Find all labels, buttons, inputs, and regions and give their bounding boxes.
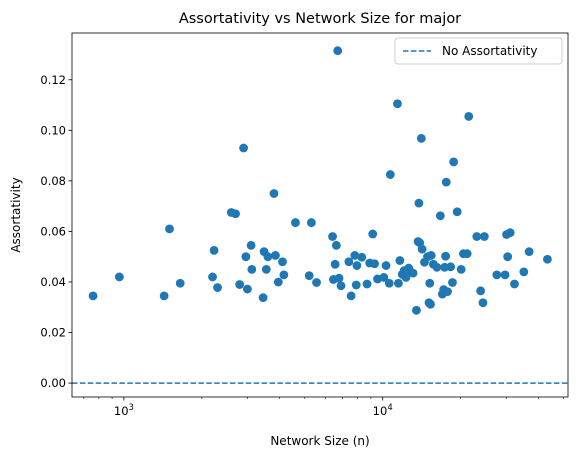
y-tick-label: 0.04 <box>40 275 66 289</box>
scatter-point <box>278 257 287 266</box>
scatter-point <box>427 251 436 260</box>
scatter-point <box>441 252 450 261</box>
scatter-point <box>448 278 457 287</box>
scatter-point <box>446 262 455 271</box>
scatter-point <box>463 249 472 258</box>
scatter-point <box>386 170 395 179</box>
y-tick-label: 0.02 <box>40 326 66 340</box>
scatter-point <box>335 274 344 283</box>
scatter-point <box>235 280 244 289</box>
plot-area <box>72 33 568 397</box>
scatter-point <box>510 280 519 289</box>
scatter-point <box>213 283 222 292</box>
scatter-point <box>417 134 426 143</box>
scatter-point <box>464 112 473 121</box>
scatter-point <box>479 298 488 307</box>
scatter-point <box>433 263 442 272</box>
scatter-point <box>412 306 421 315</box>
scatter-point <box>347 291 356 300</box>
scatter-point <box>368 230 377 239</box>
y-tick-label: 0.00 <box>40 376 66 390</box>
y-tick-label: 0.08 <box>40 174 66 188</box>
scatter-point <box>259 293 268 302</box>
y-tick-label: 0.10 <box>40 123 66 137</box>
scatter-point <box>274 278 283 287</box>
scatter-point <box>332 241 341 250</box>
scatter-point <box>307 218 316 227</box>
scatter-point <box>543 255 552 264</box>
scatter-point <box>243 285 252 294</box>
scatter-point <box>385 279 394 288</box>
scatter-point <box>165 225 174 234</box>
scatter-point <box>395 256 404 265</box>
scatter-point <box>418 245 427 254</box>
scatter-point <box>457 265 466 274</box>
scatter-point <box>208 273 217 282</box>
y-tick-label: 0.06 <box>40 224 66 238</box>
scatter-point <box>115 273 124 282</box>
scatter-point <box>449 158 458 167</box>
scatter-point <box>241 252 250 261</box>
scatter-point <box>312 278 321 287</box>
scatter-point <box>382 261 391 270</box>
scatter-point <box>472 232 481 241</box>
scatter-point <box>363 280 372 289</box>
scatter-point <box>210 246 219 255</box>
scatter-point <box>160 291 169 300</box>
scatter-point <box>262 265 271 274</box>
scatter-point <box>480 232 489 241</box>
scatter-point <box>476 286 485 295</box>
scatter-point <box>415 199 424 208</box>
scatter-point <box>247 241 256 250</box>
scatter-point <box>279 271 288 280</box>
scatter-point <box>231 209 240 218</box>
scatter-point <box>426 300 435 309</box>
scatter-point <box>506 228 515 237</box>
scatter-point <box>519 267 528 276</box>
scatter-point <box>176 279 185 288</box>
scatter-point <box>357 253 366 262</box>
scatter-point <box>328 232 337 241</box>
scatter-point <box>331 260 340 269</box>
scatter-point <box>352 281 361 290</box>
legend-entry-no-assortativity: No Assortativity <box>442 44 537 58</box>
scatter-point <box>353 261 362 270</box>
scatter-point <box>337 281 346 290</box>
chart-title: Assortativity vs Network Size for major <box>179 11 461 27</box>
legend: No Assortativity <box>395 38 562 64</box>
scatter-point <box>370 259 379 268</box>
y-tick-label: 0.12 <box>40 73 66 87</box>
scatter-point <box>436 211 445 220</box>
scatter-point <box>453 207 462 216</box>
scatter-point <box>270 189 279 198</box>
x-axis-label: Network Size (n) <box>270 434 369 448</box>
scatter-point <box>503 252 512 261</box>
scatter-point <box>291 218 300 227</box>
scatter-point <box>442 178 451 187</box>
y-axis-label: Assortativity <box>9 177 23 252</box>
scatter-point <box>525 247 534 256</box>
scatter-point <box>247 265 256 274</box>
scatter-point <box>492 271 501 280</box>
scatter-point <box>271 251 280 260</box>
scatter-point <box>409 269 418 278</box>
scatter-point <box>425 279 434 288</box>
scatter-point <box>394 279 403 288</box>
scatter-point <box>443 287 452 296</box>
scatter-point <box>305 271 314 280</box>
scatter-point <box>89 291 98 300</box>
scatter-point <box>263 252 272 261</box>
scatter-point <box>333 46 342 55</box>
scatter-point <box>239 144 248 153</box>
scatter-point <box>393 99 402 108</box>
scatter-point <box>501 271 510 280</box>
